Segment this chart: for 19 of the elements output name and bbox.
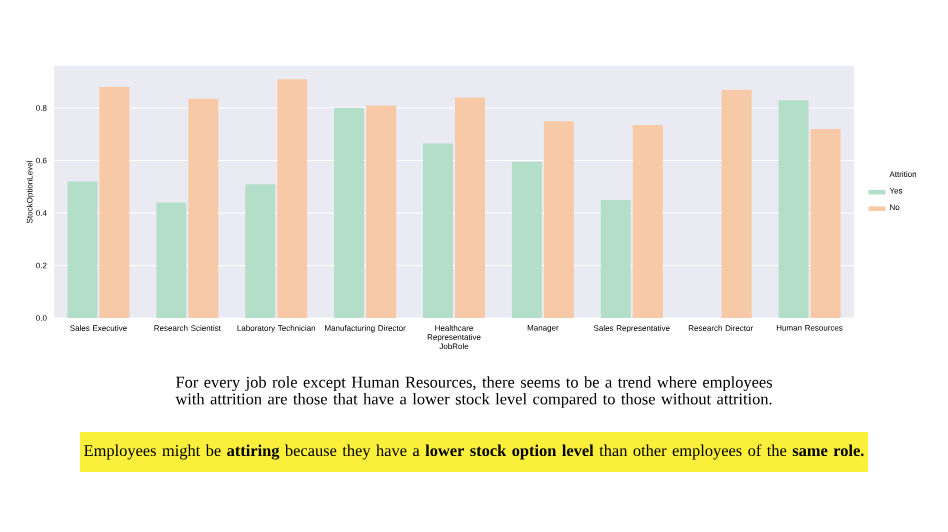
bar: [455, 97, 486, 318]
bar: [156, 202, 187, 318]
bar: [543, 121, 574, 318]
bar: [778, 100, 809, 318]
bar: [188, 98, 219, 318]
text: For every job role except Human Resources, there seems to be a trend where employees with attrition are those that have a lower stock level compared to those without attrition.: [175, 376, 772, 408]
bar: [99, 87, 130, 318]
text: Employees might be attiring because they have a lower stock option level than other employees of the same role.: [84, 444, 864, 460]
bar: [423, 143, 453, 318]
bar: [334, 108, 365, 318]
bar: [277, 79, 308, 318]
bar: [366, 105, 397, 318]
bar: [600, 199, 631, 318]
bar: [67, 181, 98, 318]
bar: [511, 161, 542, 318]
bar: [632, 125, 663, 318]
bar: [721, 89, 752, 318]
bar: [245, 184, 276, 318]
bar: [810, 129, 841, 318]
